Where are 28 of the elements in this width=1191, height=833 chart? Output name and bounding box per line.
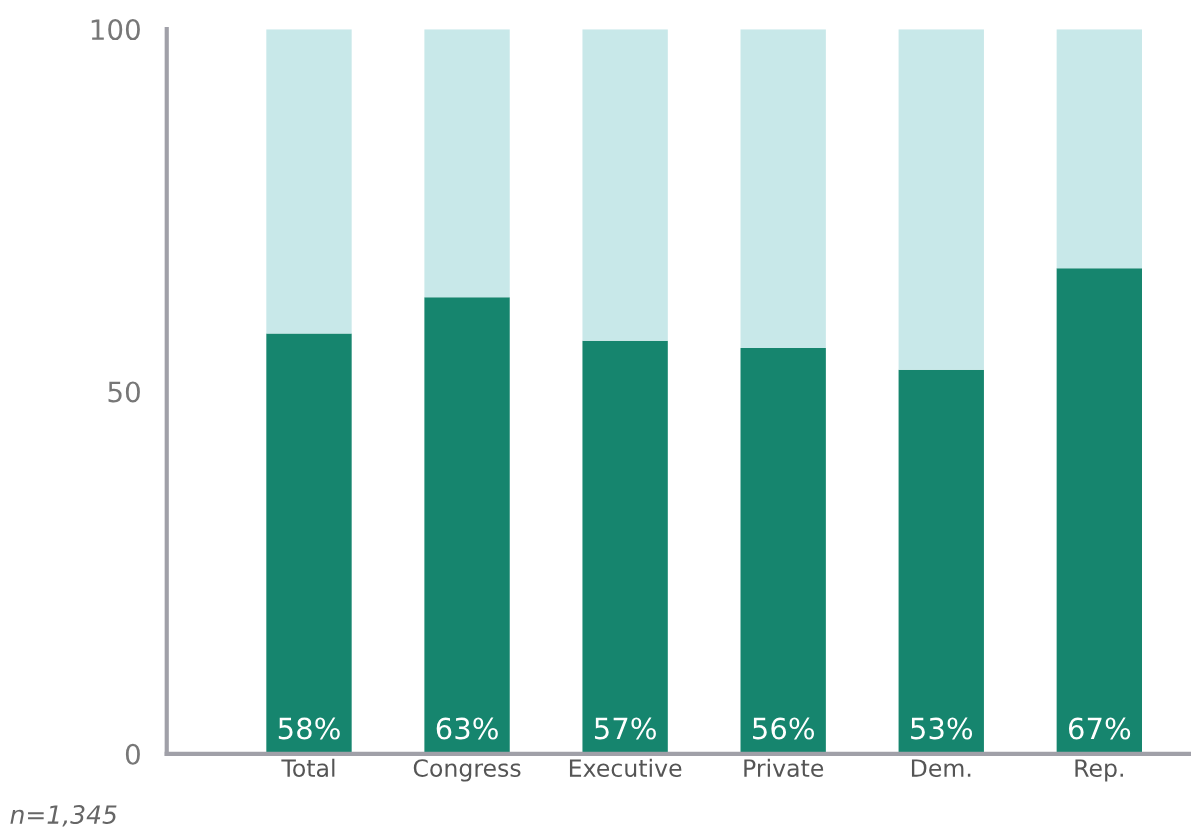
text: n=1,345 xyxy=(10,805,117,827)
x-tick-label: Executive xyxy=(569,758,682,777)
bar xyxy=(424,29,510,298)
bar xyxy=(898,29,984,370)
y-tick-label: 100 xyxy=(91,19,140,41)
bar xyxy=(266,29,352,334)
x-tick-label: Total xyxy=(281,758,335,777)
x-tick-label: Rep. xyxy=(1075,759,1123,782)
x-tick-label: Congress xyxy=(413,759,521,782)
data-label: 58% xyxy=(278,717,340,740)
bar xyxy=(898,369,984,754)
data-label: 53% xyxy=(911,717,973,740)
bar xyxy=(266,333,352,754)
data-label: 67% xyxy=(1068,717,1131,740)
y-tick-label: 50 xyxy=(108,381,140,403)
bar xyxy=(740,29,826,349)
x-tick-label: Dem. xyxy=(911,759,971,777)
bar xyxy=(424,297,510,754)
data-label: 56% xyxy=(753,717,814,740)
data-label: 63% xyxy=(436,717,498,740)
bar xyxy=(582,340,668,754)
x-tick-label: Private xyxy=(744,758,824,777)
bar xyxy=(1056,29,1142,269)
data-label: 57% xyxy=(594,717,656,740)
bar xyxy=(1056,268,1142,754)
bar xyxy=(740,348,826,754)
y-tick-label: 0 xyxy=(125,743,140,765)
bar xyxy=(582,29,668,341)
